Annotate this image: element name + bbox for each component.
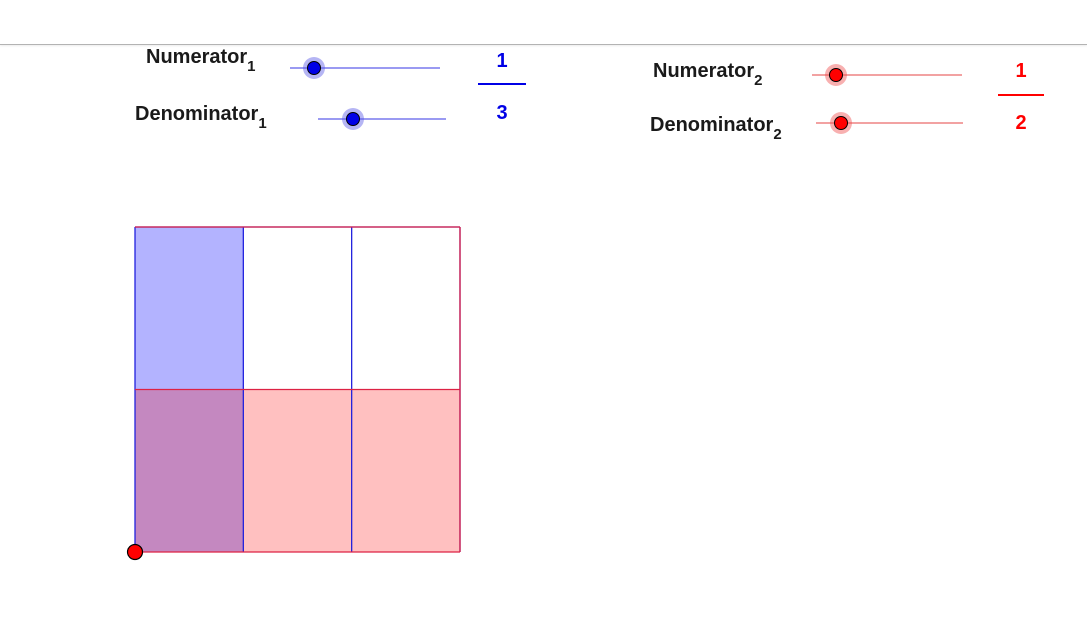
numerator2-slider[interactable] [812, 63, 962, 87]
fraction1-bar [478, 83, 526, 85]
denominator2-slider[interactable] [816, 111, 963, 135]
area-cell [351, 227, 460, 390]
area-cell [351, 389, 460, 552]
slider-track[interactable] [812, 74, 962, 76]
fraction2-display: 1 2 [998, 60, 1044, 140]
area-cell [243, 227, 352, 390]
area-cell [135, 227, 244, 390]
fraction2-bar [998, 94, 1044, 96]
slider-track[interactable] [816, 122, 963, 124]
slider-track[interactable] [318, 118, 446, 120]
fraction1-numerator: 1 [496, 50, 508, 72]
area-cell [243, 389, 352, 552]
slider-handle[interactable] [341, 108, 364, 130]
fraction1-denominator: 3 [496, 102, 508, 124]
denominator1-slider[interactable] [318, 107, 446, 131]
origin-point [126, 543, 144, 561]
numerator2-label: Numerator2 [653, 60, 763, 89]
fraction1-display: 1 3 [478, 50, 526, 130]
denominator1-label: Denominator1 [135, 103, 267, 132]
slider-track[interactable] [290, 67, 440, 69]
denominator2-label: Denominator2 [650, 114, 782, 143]
fraction2-denominator: 2 [1015, 112, 1027, 134]
slider-handle[interactable] [302, 57, 325, 79]
fraction2-numerator: 1 [1015, 60, 1027, 82]
slider-handle[interactable] [824, 64, 847, 86]
numerator1-slider[interactable] [290, 56, 440, 80]
area-cell [135, 389, 244, 552]
numerator1-label: Numerator1 [146, 46, 256, 75]
toolbar [0, 0, 1087, 45]
slider-handle[interactable] [829, 112, 852, 134]
